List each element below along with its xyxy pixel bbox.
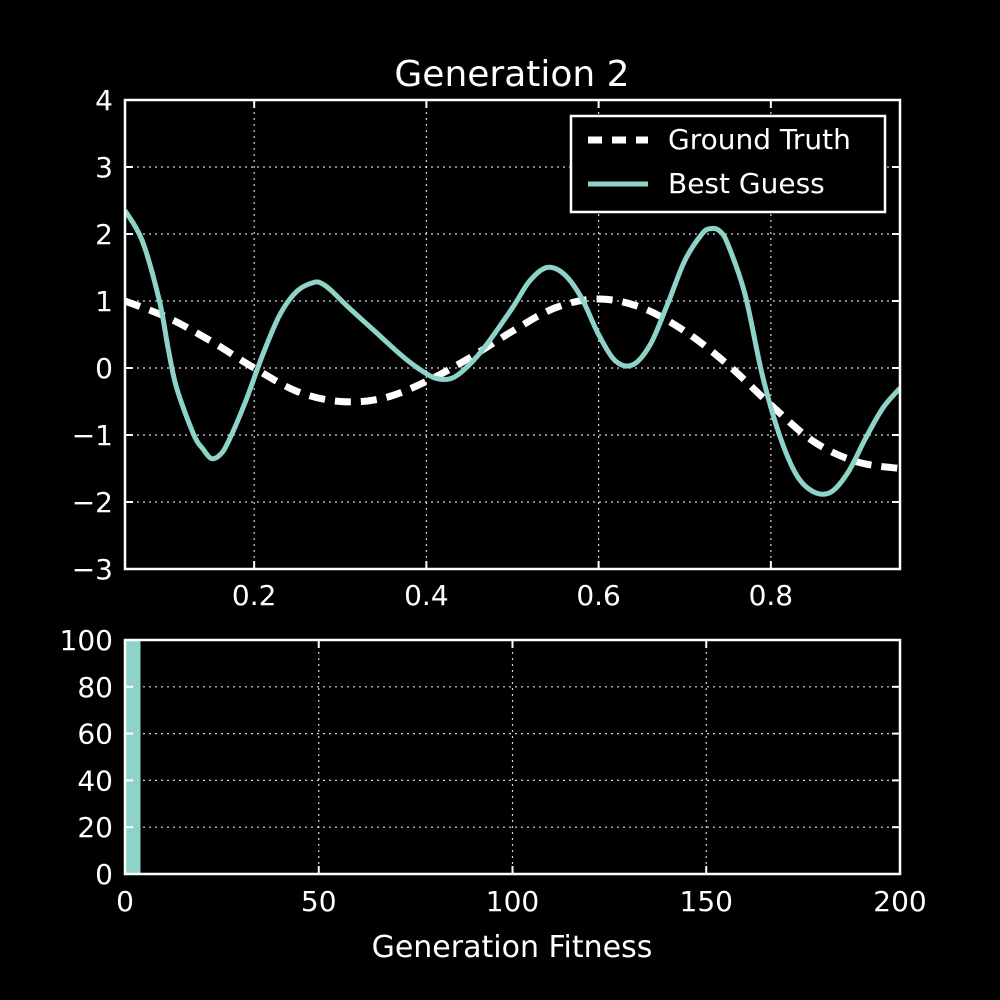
x-tick-label: 150 [680,885,733,918]
y-tick-label: −2 [72,486,113,519]
histogram-chart: 0 50 100 150 200 0 20 40 60 80 100 Generation Fitn… [60,624,927,965]
y-tick-label: 3 [95,151,113,184]
series-line-best-guess [125,209,900,497]
legend-box [569,114,887,214]
y-tick-label: −1 [72,419,113,452]
y-tick-label: −3 [72,553,113,586]
y-tick-label: 0 [95,858,113,891]
y-tick-label: 60 [77,718,113,751]
histogram-bar [125,640,141,874]
histogram-ticks: 0 50 100 150 200 0 20 40 60 80 100 [60,624,927,918]
line-chart-frame [123,98,902,571]
legend-label-ground-truth: Ground Truth [668,123,851,156]
histogram-bars [125,640,141,874]
chart-title: Generation 2 [394,54,629,95]
y-tick-label: 100 [60,624,113,657]
legend-label-best-guess: Best Guess [668,167,825,200]
y-tick-label: 1 [95,285,113,318]
y-tick-label: 0 [95,352,113,385]
x-tick-label: 0.4 [404,579,449,612]
legend: Ground Truth Best Guess [569,114,887,214]
x-tick-label: 0.6 [576,579,621,612]
y-tick-label: 80 [77,671,113,704]
x-tick-label: 0.8 [749,579,794,612]
y-tick-label: 20 [77,811,113,844]
x-tick-label: 100 [486,885,539,918]
line-chart-series [125,209,900,497]
y-tick-label: 40 [77,764,113,797]
line-chart-ticks: 0.2 0.4 0.6 0.8 −3 −2 −1 0 1 2 3 4 [72,84,900,612]
x-tick-label: 50 [301,885,337,918]
line-chart: Generation 2 0.2 0.4 0.6 0.8 −3 −2 −1 0 1 2 3 4 Gro… [72,54,902,612]
histogram-x-axis-label: Generation Fitness [372,930,653,965]
x-tick-label: 0 [116,885,134,918]
y-tick-label: 2 [95,218,113,251]
y-tick-label: 4 [95,84,113,117]
x-tick-label: 200 [873,885,926,918]
x-tick-label: 0.2 [232,579,277,612]
